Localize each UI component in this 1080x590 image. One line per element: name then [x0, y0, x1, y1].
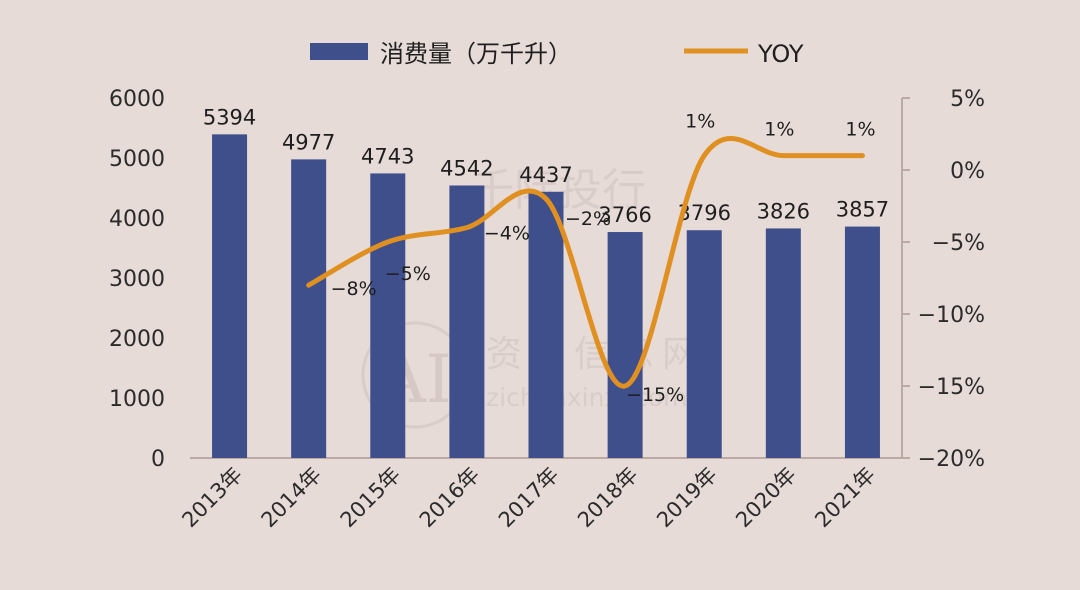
- bar-value-label: 3766: [598, 203, 651, 227]
- y-right-tick-label: −10%: [918, 303, 985, 328]
- bar: [765, 228, 801, 458]
- watermark-site-cn: 资产信息网: [486, 334, 706, 375]
- x-tick-label: 2016年: [415, 463, 485, 533]
- y-right-tick-label: −5%: [932, 231, 985, 256]
- bar-value-label: 4977: [282, 130, 335, 154]
- bar: [370, 173, 406, 459]
- y-left-tick-label: 5000: [109, 147, 165, 172]
- yoy-value-label: −2%: [565, 208, 611, 230]
- bar-series: [212, 134, 880, 459]
- y-right-tick-label: 5%: [950, 87, 985, 112]
- legend: 消费量（万千升） YOY: [310, 40, 804, 68]
- bar-value-label: 3826: [757, 199, 810, 223]
- x-tick-label: 2013年: [177, 463, 247, 533]
- x-tick-label: 2021年: [810, 463, 880, 533]
- legend-line-label: YOY: [757, 40, 804, 68]
- x-tick-label: 2014年: [257, 463, 327, 533]
- y-left-tick-label: 2000: [109, 327, 165, 352]
- bar: [212, 134, 248, 459]
- bar-value-label: 4437: [519, 163, 572, 187]
- bar: [607, 232, 643, 458]
- legend-bar-label: 消费量（万千升）: [380, 40, 572, 68]
- legend-bar-swatch: [310, 43, 368, 60]
- yoy-value-label: 1%: [845, 119, 875, 141]
- yoy-line: [306, 136, 865, 389]
- y-left-tick-label: 1000: [109, 387, 165, 412]
- x-tick-label: 2020年: [731, 463, 801, 533]
- x-tick-label: 2017年: [494, 463, 564, 533]
- bar-value-label: 4542: [440, 156, 493, 180]
- y-right-tick-label: −15%: [918, 375, 985, 400]
- bar: [291, 159, 327, 458]
- yoy-value-label: −15%: [626, 384, 684, 406]
- yoy-value-label: 1%: [685, 111, 715, 133]
- y-right-tick-label: 0%: [950, 159, 985, 184]
- y-left-tick-label: 0: [151, 447, 165, 472]
- y-left-tick-label: 3000: [109, 267, 165, 292]
- yoy-value-label: −8%: [331, 278, 377, 300]
- bar: [686, 230, 722, 458]
- y-axis-right-ticks: −20% −15% −10% −5% 0% 5%: [902, 87, 985, 472]
- y-left-tick-label: 6000: [109, 87, 165, 112]
- bar: [528, 191, 564, 458]
- bar-value-label: 4743: [361, 144, 414, 168]
- watermark-site-url: zichanxinxi.com: [486, 383, 688, 412]
- y-right-tick-label: −20%: [918, 447, 985, 472]
- bar-value-label: 5394: [203, 105, 256, 129]
- yoy-labels: −8% −5% −4% −2% −15% 1% 1% 1%: [331, 111, 876, 406]
- yoy-value-label: −4%: [484, 223, 530, 245]
- x-tick-label: 2019年: [652, 463, 722, 533]
- y-left-tick-label: 4000: [109, 207, 165, 232]
- x-tick-label: 2018年: [573, 463, 643, 533]
- x-axis-ticks: 2013年 2014年 2015年 2016年 2017年 2018年 2019年 2020年…: [177, 463, 880, 533]
- bar: [844, 226, 880, 458]
- x-tick-label: 2015年: [336, 463, 406, 533]
- yoy-value-label: 1%: [764, 119, 794, 141]
- y-axis-left-ticks: 0 1000 2000 3000 4000 5000 6000: [109, 87, 165, 472]
- yoy-value-label: −5%: [385, 263, 431, 285]
- bar-value-label: 3857: [836, 198, 889, 222]
